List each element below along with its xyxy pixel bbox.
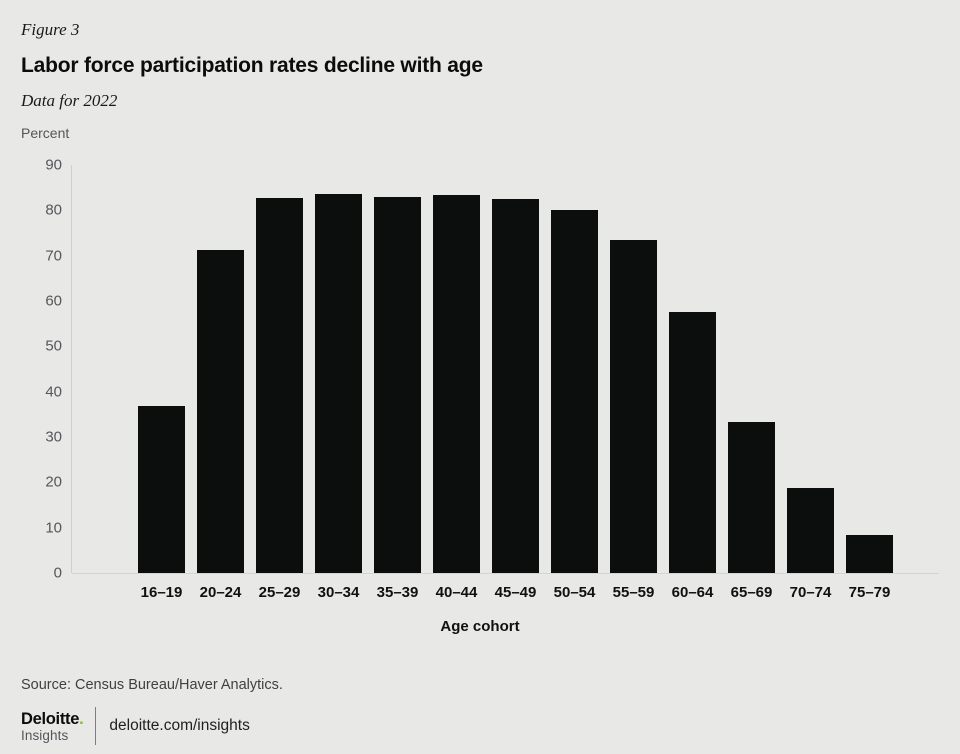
y-tick-label: 70 xyxy=(45,247,62,265)
insights-wordmark: Insights xyxy=(21,727,69,743)
bar-series xyxy=(138,165,893,573)
plot-area xyxy=(71,165,939,574)
x-tick-label: 35–39 xyxy=(376,584,419,601)
y-tick-label: 80 xyxy=(45,201,62,219)
bar xyxy=(197,249,244,573)
x-axis-labels-row: 16–19 20–24 25–29 30–34 35–39 40–44 45–49 50–54… xyxy=(21,573,939,602)
x-tick-label: 16–19 xyxy=(140,584,183,601)
x-tick-label: 40–44 xyxy=(435,584,478,601)
x-tick-label: 60–64 xyxy=(671,584,714,601)
x-tick-label: 70–74 xyxy=(789,584,832,601)
y-tick-label: 0 xyxy=(53,564,62,582)
bar xyxy=(433,194,480,573)
y-tick-label: 40 xyxy=(45,383,62,401)
x-tick-label: 25–29 xyxy=(258,584,301,601)
deloitte-wordmark-text: Deloitte xyxy=(21,709,80,728)
x-tick-label: 50–54 xyxy=(553,584,596,601)
x-tick-label: 65–69 xyxy=(730,584,773,601)
chart-plot-row: 0 10 20 30 40 50 60 70 80 90 xyxy=(21,158,939,581)
bar xyxy=(669,311,716,573)
figure-label: Figure 3 xyxy=(21,20,80,39)
y-tick-label: 20 xyxy=(45,473,62,491)
deloitte-wordmark: Deloitte. xyxy=(21,709,84,728)
y-tick-label: 50 xyxy=(45,337,62,355)
bar xyxy=(138,405,185,573)
footer-url: deloitte.com/insights xyxy=(109,717,250,734)
bar xyxy=(728,421,775,573)
bar xyxy=(374,196,421,573)
bar xyxy=(551,209,598,573)
x-tick-label: 75–79 xyxy=(848,584,891,601)
y-axis-unit-label: Percent xyxy=(21,125,70,141)
footer: Deloitte. Insights deloitte.com/insights xyxy=(21,707,939,745)
bar-chart: 0 10 20 30 40 50 60 70 80 90 16–19 20–24 25–29 30–34… xyxy=(21,158,939,636)
bar xyxy=(315,193,362,573)
chart-subtitle: Data for 2022 xyxy=(21,91,118,110)
bar xyxy=(787,488,834,573)
bar xyxy=(846,534,893,573)
bar xyxy=(610,240,657,573)
x-tick-label: 20–24 xyxy=(199,584,242,601)
bar xyxy=(256,197,303,573)
y-axis: 0 10 20 30 40 50 60 70 80 90 xyxy=(21,158,71,581)
x-axis-labels: 16–19 20–24 25–29 30–34 35–39 40–44 45–49 50–54… xyxy=(72,573,939,602)
deloitte-green-dot: . xyxy=(79,709,84,728)
y-tick-label: 10 xyxy=(45,519,62,537)
source-note: Source: Census Bureau/Haver Analytics. xyxy=(21,677,283,693)
chart-title: Labor force participation rates decline … xyxy=(21,54,483,77)
x-tick-label: 55–59 xyxy=(612,584,655,601)
y-tick-label: 30 xyxy=(45,428,62,446)
x-axis-spacer xyxy=(21,573,72,602)
bar xyxy=(492,198,539,573)
footer-divider xyxy=(95,707,97,745)
y-tick-label: 90 xyxy=(45,156,62,174)
x-axis-line xyxy=(72,573,939,574)
y-tick-label: 60 xyxy=(45,292,62,310)
x-axis-title: Age cohort xyxy=(440,618,520,635)
x-tick-label: 45–49 xyxy=(494,584,537,601)
deloitte-insights-logo: Deloitte. Insights xyxy=(21,709,84,743)
x-tick-label: 30–34 xyxy=(317,584,360,601)
